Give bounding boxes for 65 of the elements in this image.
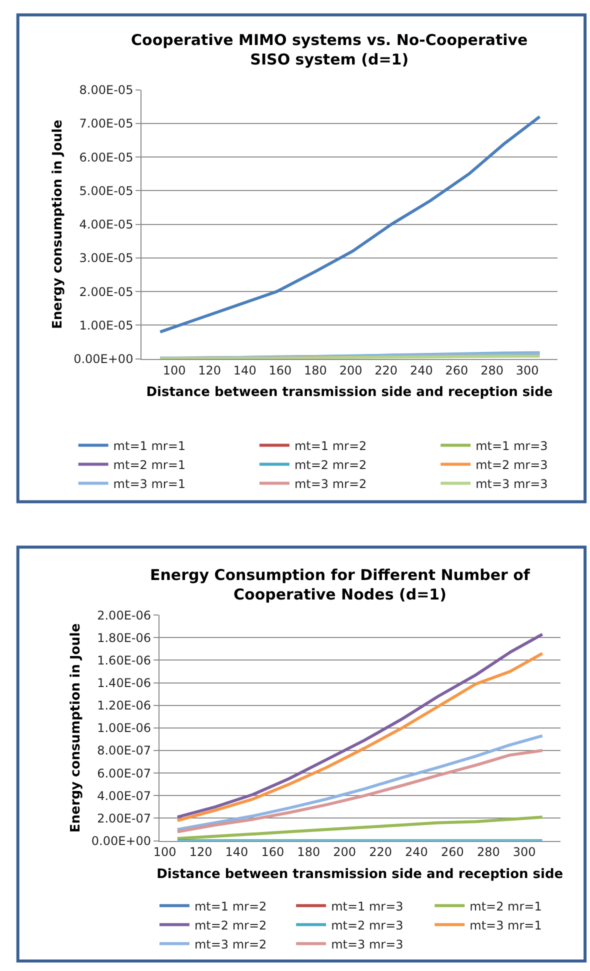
y-tick-label: 6.00E-05 [79, 150, 134, 164]
legend-label: mt=1 mr=2 [294, 438, 367, 453]
x-tick-label: 300 [516, 363, 539, 378]
legend-label: mt=1 mr=3 [476, 438, 548, 453]
x-tick-label: 100 [153, 845, 176, 860]
legend-label: mt=2 mr=2 [294, 458, 367, 472]
x-tick-label: 180 [297, 845, 320, 860]
y-tick-label: 8.00E-07 [97, 744, 152, 758]
x-tick-label: 100 [162, 363, 186, 378]
legend-label: mt=3 mr=3 [476, 476, 548, 491]
y-tick-label: 0.00E+00 [74, 352, 134, 366]
y-tick-label: 6.00E-07 [97, 766, 152, 780]
legend-label: mt=1 mr=3 [331, 899, 404, 914]
y-tick-label: 1.20E-06 [97, 698, 152, 713]
x-tick-label: 280 [480, 363, 504, 378]
x-tick-label: 140 [233, 363, 256, 378]
x-tick-label: 240 [405, 845, 428, 860]
y-axis-title: Energy consumption in Joule [50, 119, 66, 329]
x-tick-label: 280 [476, 845, 500, 860]
legend-label: mt=2 mr=1 [470, 899, 542, 914]
chart-title: Energy Consumption for Different Number of Cooperative Nodes (d=1) [150, 566, 530, 604]
x-tick-label: 260 [445, 363, 468, 378]
y-tick-label: 2.00E-05 [79, 284, 134, 299]
y-tick-label: 7.00E-05 [79, 116, 134, 131]
legend-label: mt=1 mr=2 [194, 899, 267, 914]
y-tick-label: 1.60E-06 [97, 653, 152, 668]
y-tick-label: 2.00E-06 [97, 608, 152, 622]
y-tick-label: 3.00E-05 [79, 251, 134, 266]
x-tick-label: 180 [304, 363, 327, 378]
x-tick-label: 240 [410, 363, 433, 378]
legend-label: mt=2 mr=1 [113, 458, 186, 472]
y-tick-label: 2.00E-07 [97, 811, 152, 826]
legend-label: mt=2 mr=2 [194, 918, 267, 932]
y-axis-title: Energy consumption in Joule [68, 623, 84, 833]
y-tick-label: 4.00E-07 [97, 788, 152, 803]
x-tick-label: 120 [198, 363, 222, 378]
y-tick-label: 5.00E-05 [79, 184, 134, 198]
chart-title: Cooperative MIMO systems vs. No-Cooperative SISO system (d=1) [131, 31, 528, 68]
x-tick-label: 260 [440, 845, 464, 860]
x-axis-title: Distance between transmission side and reception side [146, 384, 553, 400]
y-tick-label: 0.00E+00 [91, 834, 152, 848]
y-tick-label: 8.00E-05 [79, 82, 134, 97]
legend-label: mt=2 mr=3 [476, 458, 548, 472]
legend-label: mt=2 mr=3 [331, 918, 404, 932]
x-tick-label: 200 [333, 845, 356, 860]
x-tick-label: 300 [512, 845, 536, 860]
y-tick-label: 4.00E-05 [79, 218, 134, 232]
legend-label: mt=3 mr=2 [294, 476, 367, 491]
y-tick-label: 1.80E-06 [97, 630, 152, 645]
x-tick-label: 160 [261, 845, 284, 860]
y-tick-label: 1.00E-06 [97, 721, 152, 736]
x-tick-label: 200 [339, 363, 362, 378]
legend-label: mt=1 mr=1 [113, 438, 186, 453]
x-tick-label: 220 [374, 363, 398, 378]
legend-label: mt=3 mr=1 [113, 476, 186, 491]
y-tick-label: 1.00E-05 [79, 318, 134, 332]
x-tick-label: 160 [268, 363, 292, 378]
x-axis-title: Distance between transmission side and reception side [156, 866, 564, 882]
legend-label: mt=3 mr=2 [194, 937, 267, 952]
x-tick-label: 140 [225, 845, 248, 860]
legend-label: mt=3 mr=1 [470, 918, 542, 932]
x-tick-label: 120 [189, 845, 212, 860]
y-tick-label: 1.40E-06 [97, 676, 152, 690]
legend-label: mt=3 mr=3 [331, 937, 404, 952]
x-tick-label: 220 [369, 845, 392, 860]
